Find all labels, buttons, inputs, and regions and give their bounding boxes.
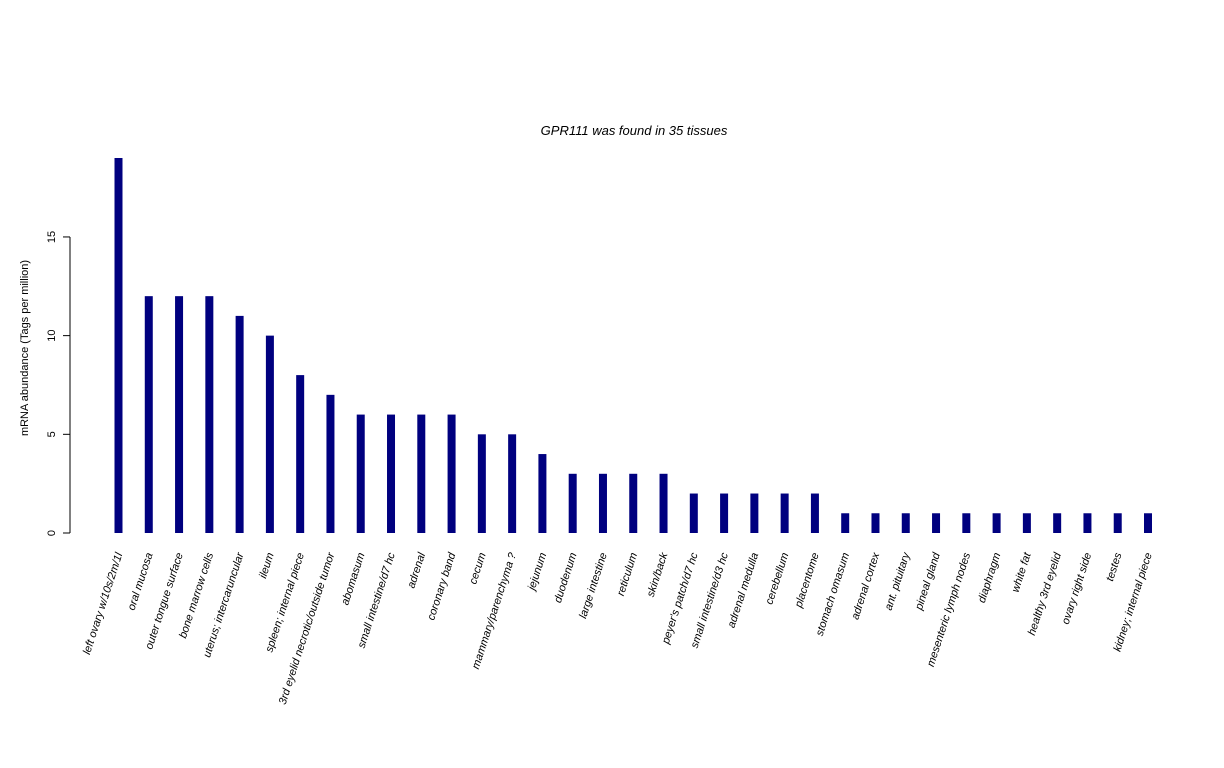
category-label: reticulum	[615, 551, 640, 597]
bar	[962, 513, 971, 533]
category-label: cecum	[467, 551, 488, 586]
bar	[1053, 513, 1062, 533]
category-label: adrenal cortex	[849, 551, 882, 621]
bar	[417, 414, 426, 533]
bar	[508, 434, 517, 533]
bar	[720, 493, 729, 533]
bar	[1022, 513, 1031, 533]
category-label: oral mucosa	[126, 551, 156, 612]
category-label: pineal gland	[913, 550, 943, 612]
category-label: stomach omasum	[814, 551, 852, 637]
y-tick-label: 5	[46, 431, 58, 437]
category-label: coronary band	[425, 550, 458, 621]
bar	[265, 335, 274, 533]
bar	[992, 513, 1001, 533]
bar	[659, 473, 668, 533]
bar	[780, 493, 789, 533]
category-label: adrenal medulla	[726, 551, 762, 629]
bar	[175, 296, 184, 533]
category-label: ileum	[257, 551, 277, 580]
bar	[144, 296, 153, 533]
category-label: duodenum	[552, 551, 579, 604]
bar	[326, 394, 335, 533]
category-label: adrenal	[405, 551, 428, 590]
y-axis: 0 5 10 15	[46, 231, 71, 536]
bar	[629, 473, 638, 533]
bar	[114, 158, 123, 533]
bar	[477, 434, 486, 533]
bar	[205, 296, 214, 533]
category-label: healthy 3rd eyelid	[1026, 550, 1064, 637]
bar	[538, 454, 547, 533]
bar	[568, 473, 577, 533]
bar	[871, 513, 880, 533]
category-label: white fat	[1010, 550, 1034, 594]
bar	[932, 513, 941, 533]
bar	[387, 414, 396, 533]
category-label: left ovary w/10s/2m/1l	[81, 551, 125, 656]
chart-title: GPR111 was found in 35 tissues	[541, 123, 728, 138]
bar	[841, 513, 850, 533]
bar	[810, 493, 819, 533]
bar	[689, 493, 698, 533]
bar	[356, 414, 365, 533]
y-axis-label: mRNA abundance (Tags per million)	[19, 260, 31, 436]
category-label: skin/back	[645, 551, 671, 599]
bar	[901, 513, 910, 533]
category-label: testes	[1104, 551, 1125, 583]
bar	[750, 493, 759, 533]
category-label: large intestine	[577, 551, 610, 620]
bar	[447, 414, 456, 533]
y-tick-label: 15	[46, 231, 58, 243]
bar	[1083, 513, 1092, 533]
category-label: abomasum	[339, 551, 367, 606]
y-tick-label: 0	[46, 530, 58, 536]
bar	[1144, 513, 1152, 533]
y-tick-label: 10	[46, 330, 58, 342]
category-label: 3rd eyelid necrotic/outside tumor	[277, 550, 338, 706]
category-label: ovary right side	[1060, 551, 1094, 626]
bar	[1113, 513, 1122, 533]
bar	[235, 315, 244, 533]
bar	[598, 473, 607, 533]
category-label: cerebellum	[763, 551, 791, 606]
category-label: ant. pituitary	[883, 550, 913, 612]
category-label: diaphragm	[976, 551, 1003, 604]
bar	[296, 375, 305, 533]
bars	[114, 158, 1152, 533]
category-label: jejunum	[525, 551, 549, 593]
category-label: placentome	[792, 551, 821, 610]
